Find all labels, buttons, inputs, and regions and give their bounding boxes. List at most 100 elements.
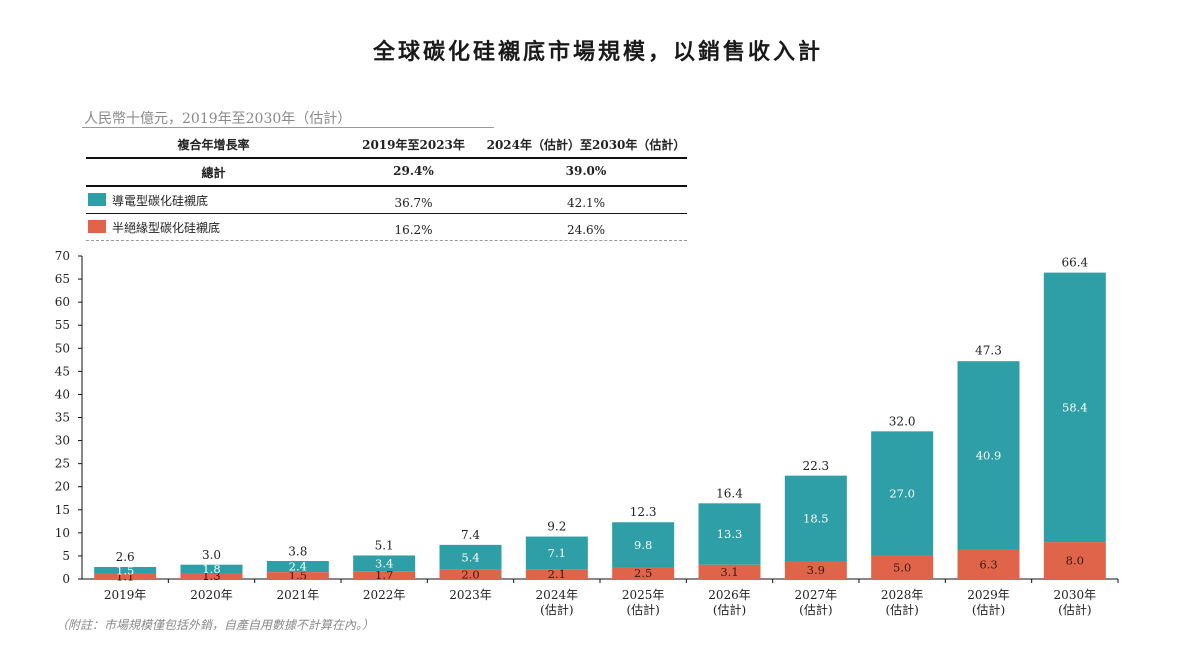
x-tick-label: 2023年 [449,588,492,602]
total-v2: 39.0% [565,164,607,178]
bar-segment-conductive [439,544,502,570]
data-label-total: 32.0 [889,414,916,428]
bar-segment-conductive [957,361,1020,550]
conductive-v1: 36.7% [394,196,433,210]
header-period-2: 2024年（估計）至2030年（估計） [486,138,686,152]
data-label-total: 9.2 [547,520,566,534]
y-tick-label: 15 [55,503,70,517]
y-tick-label: 60 [55,295,70,309]
bar-segment-semi-insulating [94,573,157,579]
cagr-table: 複合年增長率 2019年至2023年 2024年（估計）至2030年（估計） 總… [86,131,687,241]
data-label-semi-insulating: 2.0 [461,567,479,581]
bar-segment-semi-insulating [612,567,675,579]
x-tick-label: 2028年 [881,588,924,602]
unit-label: 人民幣十億元，2019年至2030年（估計） [84,111,352,127]
total-label: 總計 [201,166,226,180]
y-tick-label: 65 [55,272,70,286]
x-tick-label: 2019年 [104,588,147,602]
bar-segment-semi-insulating [784,561,847,579]
data-label-total: 47.3 [975,344,1002,358]
legend-label-semi-insulating: 半絕緣型碳化硅襯底 [112,221,221,235]
y-tick-label: 25 [55,457,70,471]
data-label-semi-insulating: 5.0 [893,560,911,574]
semi-insulating-v2: 24.6% [566,223,606,237]
x-tick-label: (估計) [1058,602,1091,617]
data-label-conductive: 1.8 [202,562,220,576]
x-tick-label: (估計) [713,602,746,617]
data-label-conductive: 7.1 [548,546,566,560]
bar-segment-semi-insulating [957,549,1020,579]
cagr-row-semi-insulating: 半絕緣型碳化硅襯底 16.2% 24.6% [86,214,687,241]
bar-segment-conductive [94,567,157,574]
x-tick-label: (估計) [885,602,918,617]
data-label-conductive: 1.5 [116,563,134,577]
data-label-semi-insulating: 2.5 [634,566,652,580]
unit-underline [82,127,494,128]
bar-segment-conductive [612,522,675,568]
bar-segment-semi-insulating [525,569,588,579]
y-tick-label: 40 [55,387,70,401]
data-label-semi-insulating: 8.0 [1066,554,1084,568]
chart-title: 全球碳化硅襯底市場規模，以銷售收入計 [372,39,823,65]
data-label-conductive: 3.4 [375,556,393,570]
data-label-conductive: 40.9 [976,449,1002,463]
x-tick-label: 2022年 [363,588,406,602]
x-tick-label: 2020年 [190,588,233,602]
x-tick-label: 2021年 [277,588,320,602]
bar-segment-semi-insulating [353,571,416,579]
data-label-conductive: 18.5 [803,511,829,525]
data-label-total: 66.4 [1061,256,1088,270]
data-label-semi-insulating: 2.1 [548,567,566,581]
x-tick-label: 2024年 [536,588,579,602]
data-label-total: 22.3 [802,459,829,473]
data-label-conductive: 5.4 [461,550,479,564]
data-label-total: 12.3 [630,505,657,519]
y-tick-label: 55 [55,318,70,332]
bar-segment-semi-insulating [266,572,329,579]
data-label-conductive: 9.8 [634,538,652,552]
x-tick-label: (估計) [626,602,659,617]
header-cagr: 複合年增長率 [177,138,250,152]
data-label-conductive: 2.4 [289,560,307,574]
conductive-v2: 42.1% [566,196,606,210]
data-label-total: 16.4 [716,486,743,500]
bar-segment-conductive [353,555,416,572]
x-tick-label: 2027年 [795,588,838,602]
total-v1: 29.4% [393,164,434,178]
y-tick-label: 0 [62,572,70,586]
legend-swatch-conductive [88,193,106,206]
bar-segment-conductive [180,564,243,574]
cagr-total-row: 總計 29.4% 39.0% [86,159,687,187]
data-label-semi-insulating: 3.1 [720,565,738,579]
x-tick-label: 2026年 [708,588,751,602]
data-label-total: 7.4 [461,528,480,542]
data-label-conductive: 27.0 [889,487,915,501]
data-label-total: 3.0 [202,548,221,562]
footnote: （附註：市場規模僅包括外銷，自產自用數據不計算在內。） [56,618,375,632]
cagr-table-header: 複合年增長率 2019年至2023年 2024年（估計）至2030年（估計） [86,131,687,159]
data-label-semi-insulating: 1.7 [375,568,393,582]
semi-insulating-v1: 16.2% [394,223,433,237]
bar-segment-semi-insulating [180,573,243,579]
bar-segment-conductive [698,503,761,565]
bar-segment-conductive [525,536,588,570]
data-label-semi-insulating: 3.9 [807,563,825,577]
x-tick-label: (估計) [972,602,1005,617]
y-tick-label: 5 [62,549,70,563]
bar-segment-conductive [871,431,934,556]
x-tick-label: 2030年 [1054,588,1097,602]
y-tick-label: 10 [55,526,70,540]
header-period-1: 2019年至2023年 [362,138,465,152]
data-label-conductive: 58.4 [1062,400,1088,414]
bar-segment-semi-insulating [698,564,761,579]
bar-segment-semi-insulating [439,569,502,579]
data-label-total: 5.1 [375,538,394,552]
y-tick-label: 50 [55,341,70,355]
bar-segment-semi-insulating [1043,542,1106,579]
data-label-total: 2.6 [116,550,135,564]
y-tick-label: 35 [55,411,70,425]
data-label-semi-insulating: 6.3 [979,557,997,571]
x-tick-label: (估計) [540,602,573,617]
cagr-row-conductive: 導電型碳化硅襯底 36.7% 42.1% [86,187,687,214]
